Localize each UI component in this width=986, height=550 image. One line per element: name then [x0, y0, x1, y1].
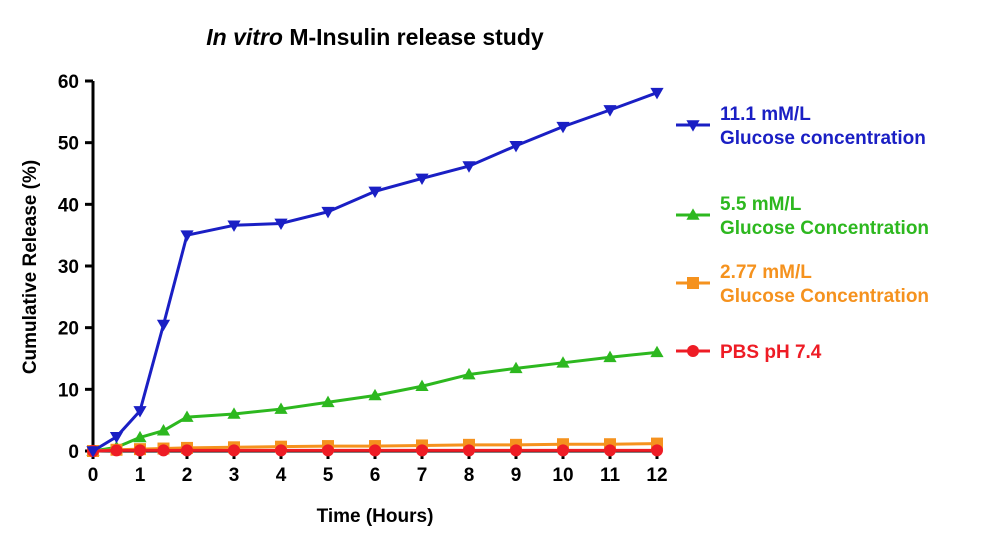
data-point — [368, 186, 382, 198]
legend-swatch-marker — [686, 208, 700, 220]
data-point — [510, 444, 522, 457]
x-tick-label: 11 — [600, 465, 621, 486]
data-point — [321, 395, 335, 408]
x-tick-label: 10 — [552, 465, 573, 486]
series-1 — [86, 345, 664, 456]
data-point — [157, 444, 170, 457]
data-point — [509, 140, 523, 153]
data-point — [556, 356, 570, 368]
data-point — [415, 173, 429, 186]
legend-label-line1: 11.1 mM/L — [720, 104, 811, 125]
x-tick-label: 5 — [323, 465, 334, 486]
x-tick-label: 3 — [229, 465, 240, 486]
x-tick-label: 6 — [370, 465, 381, 486]
series-0 — [86, 87, 664, 458]
data-point — [556, 121, 570, 134]
data-point — [604, 444, 616, 457]
legend-label-line2: Glucose Concentration — [720, 218, 929, 239]
series-3 — [87, 444, 663, 457]
x-axis-title: Time (Hours) — [317, 506, 434, 527]
data-point — [274, 218, 288, 231]
legend-label-line2: Glucose concentration — [720, 128, 926, 149]
data-point — [109, 432, 124, 444]
data-point — [463, 444, 475, 457]
chart-title-main: M-Insulin release study — [283, 24, 544, 50]
x-tick-label: 4 — [276, 465, 287, 486]
x-tick-label: 9 — [511, 465, 522, 486]
data-point — [227, 220, 241, 232]
legend-swatch-marker — [686, 120, 700, 132]
legend-item: 11.1 mM/L Glucose concentration — [676, 104, 926, 149]
y-tick-label: 10 — [58, 380, 79, 401]
data-point — [180, 410, 194, 422]
data-point — [181, 444, 193, 457]
data-point — [227, 407, 241, 419]
y-tick-label: 50 — [58, 134, 79, 155]
legend-swatch-marker — [687, 277, 699, 289]
data-point — [180, 230, 194, 242]
legend-item: 2.77 mM/L Glucose Concentration — [676, 262, 929, 307]
x-tick-label: 0 — [88, 465, 99, 486]
data-point — [603, 105, 617, 117]
data-point — [650, 345, 664, 358]
data-point — [416, 444, 428, 457]
data-point — [509, 361, 523, 374]
data-point — [415, 379, 429, 392]
y-tick-label: 40 — [58, 195, 79, 216]
data-point — [133, 430, 147, 443]
series-layer — [86, 87, 664, 458]
y-tick-label: 30 — [58, 257, 79, 278]
series-line — [92, 350, 658, 453]
data-point — [462, 367, 476, 380]
legend-swatch-marker — [687, 345, 699, 357]
chart-title-italic: In vitro — [206, 24, 283, 50]
x-tick-label: 2 — [182, 465, 193, 486]
y-axis-title: Cumulative Release (%) — [20, 160, 41, 374]
data-point — [322, 444, 334, 457]
y-tick-label: 0 — [68, 442, 79, 463]
data-point — [275, 444, 287, 457]
x-tick-label: 12 — [646, 465, 667, 486]
data-point — [134, 444, 146, 457]
legend: 11.1 mM/L Glucose concentration 5.5 mM/L Gl… — [676, 104, 929, 363]
data-point — [156, 319, 171, 332]
legend-label-line1: 2.77 mM/L — [720, 262, 812, 283]
legend-label-line1: PBS pH 7.4 — [720, 342, 822, 363]
data-point — [462, 161, 476, 173]
legend-label-line1: 5.5 mM/L — [720, 194, 802, 215]
data-point — [86, 446, 100, 458]
data-point — [321, 206, 335, 219]
data-point — [110, 444, 123, 457]
data-point — [133, 406, 147, 418]
data-point — [156, 424, 171, 436]
data-point — [369, 444, 381, 457]
y-tick-label: 20 — [58, 319, 79, 340]
x-tick-label: 1 — [135, 465, 146, 486]
x-tick-label: 7 — [417, 465, 428, 486]
y-tick-label: 60 — [58, 72, 79, 93]
data-point — [651, 444, 663, 457]
data-point — [274, 402, 288, 414]
data-point — [603, 350, 617, 363]
legend-item: 5.5 mM/L Glucose Concentration — [676, 194, 929, 239]
legend-label-line2: Glucose Concentration — [720, 286, 929, 307]
chart-title: In vitro M-Insulin release study — [206, 24, 544, 50]
x-tick-label: 8 — [464, 465, 475, 486]
legend-item: PBS pH 7.4 — [676, 342, 822, 363]
data-point — [650, 87, 664, 100]
data-point — [368, 388, 382, 401]
data-point — [228, 444, 240, 457]
data-point — [557, 444, 569, 457]
